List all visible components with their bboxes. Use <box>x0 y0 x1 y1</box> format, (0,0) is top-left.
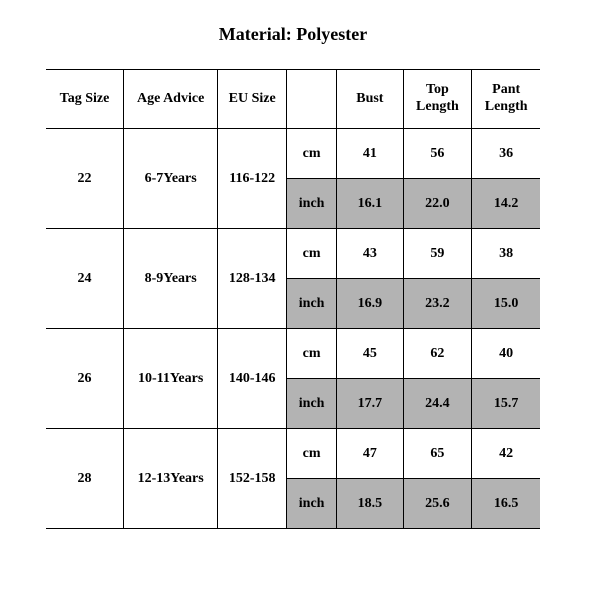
cell-pant-cm: 36 <box>472 129 540 179</box>
cell-age-advice: 12-13Years <box>123 429 217 529</box>
col-bust: Bust <box>337 70 403 129</box>
cell-bust-inch: 16.1 <box>337 179 403 229</box>
col-tag-size: Tag Size <box>46 70 123 129</box>
cell-unit-cm: cm <box>287 229 337 279</box>
cell-unit-inch: inch <box>287 179 337 229</box>
cell-pant-cm: 42 <box>472 429 540 479</box>
cell-bust-cm: 41 <box>337 129 403 179</box>
cell-tag-size: 28 <box>46 429 123 529</box>
cell-pant-cm: 40 <box>472 329 540 379</box>
cell-unit-inch: inch <box>287 379 337 429</box>
cell-unit-inch: inch <box>287 279 337 329</box>
cell-eu-size: 140-146 <box>218 329 287 429</box>
cell-bust-cm: 45 <box>337 329 403 379</box>
table-row: 24 8-9Years 128-134 cm 43 59 38 <box>46 229 540 279</box>
cell-top-cm: 62 <box>403 329 472 379</box>
cell-unit-inch: inch <box>287 479 337 529</box>
cell-top-cm: 59 <box>403 229 472 279</box>
cell-bust-inch: 17.7 <box>337 379 403 429</box>
col-unit <box>287 70 337 129</box>
cell-unit-cm: cm <box>287 429 337 479</box>
table-row: 26 10-11Years 140-146 cm 45 62 40 <box>46 329 540 379</box>
table-row: 22 6-7Years 116-122 cm 41 56 36 <box>46 129 540 179</box>
cell-eu-size: 152-158 <box>218 429 287 529</box>
table-header-row: Tag Size Age Advice EU Size Bust Top Len… <box>46 70 540 129</box>
cell-top-inch: 22.0 <box>403 179 472 229</box>
col-age-advice: Age Advice <box>123 70 217 129</box>
col-eu-size: EU Size <box>218 70 287 129</box>
cell-bust-inch: 18.5 <box>337 479 403 529</box>
page-title: Material: Polyester <box>46 24 540 45</box>
size-table: Tag Size Age Advice EU Size Bust Top Len… <box>46 69 540 529</box>
col-top-length: Top Length <box>403 70 472 129</box>
page: Material: Polyester Tag Size Age Advice … <box>0 0 600 600</box>
cell-bust-cm: 43 <box>337 229 403 279</box>
cell-age-advice: 6-7Years <box>123 129 217 229</box>
table-row: 28 12-13Years 152-158 cm 47 65 42 <box>46 429 540 479</box>
cell-top-inch: 23.2 <box>403 279 472 329</box>
cell-unit-cm: cm <box>287 329 337 379</box>
cell-eu-size: 128-134 <box>218 229 287 329</box>
cell-top-cm: 56 <box>403 129 472 179</box>
cell-age-advice: 8-9Years <box>123 229 217 329</box>
cell-pant-cm: 38 <box>472 229 540 279</box>
cell-top-inch: 25.6 <box>403 479 472 529</box>
cell-pant-inch: 16.5 <box>472 479 540 529</box>
cell-bust-cm: 47 <box>337 429 403 479</box>
cell-tag-size: 24 <box>46 229 123 329</box>
cell-pant-inch: 14.2 <box>472 179 540 229</box>
col-pant-length: Pant Length <box>472 70 540 129</box>
cell-age-advice: 10-11Years <box>123 329 217 429</box>
cell-top-inch: 24.4 <box>403 379 472 429</box>
cell-unit-cm: cm <box>287 129 337 179</box>
cell-pant-inch: 15.7 <box>472 379 540 429</box>
cell-eu-size: 116-122 <box>218 129 287 229</box>
cell-tag-size: 26 <box>46 329 123 429</box>
cell-bust-inch: 16.9 <box>337 279 403 329</box>
cell-tag-size: 22 <box>46 129 123 229</box>
cell-top-cm: 65 <box>403 429 472 479</box>
cell-pant-inch: 15.0 <box>472 279 540 329</box>
